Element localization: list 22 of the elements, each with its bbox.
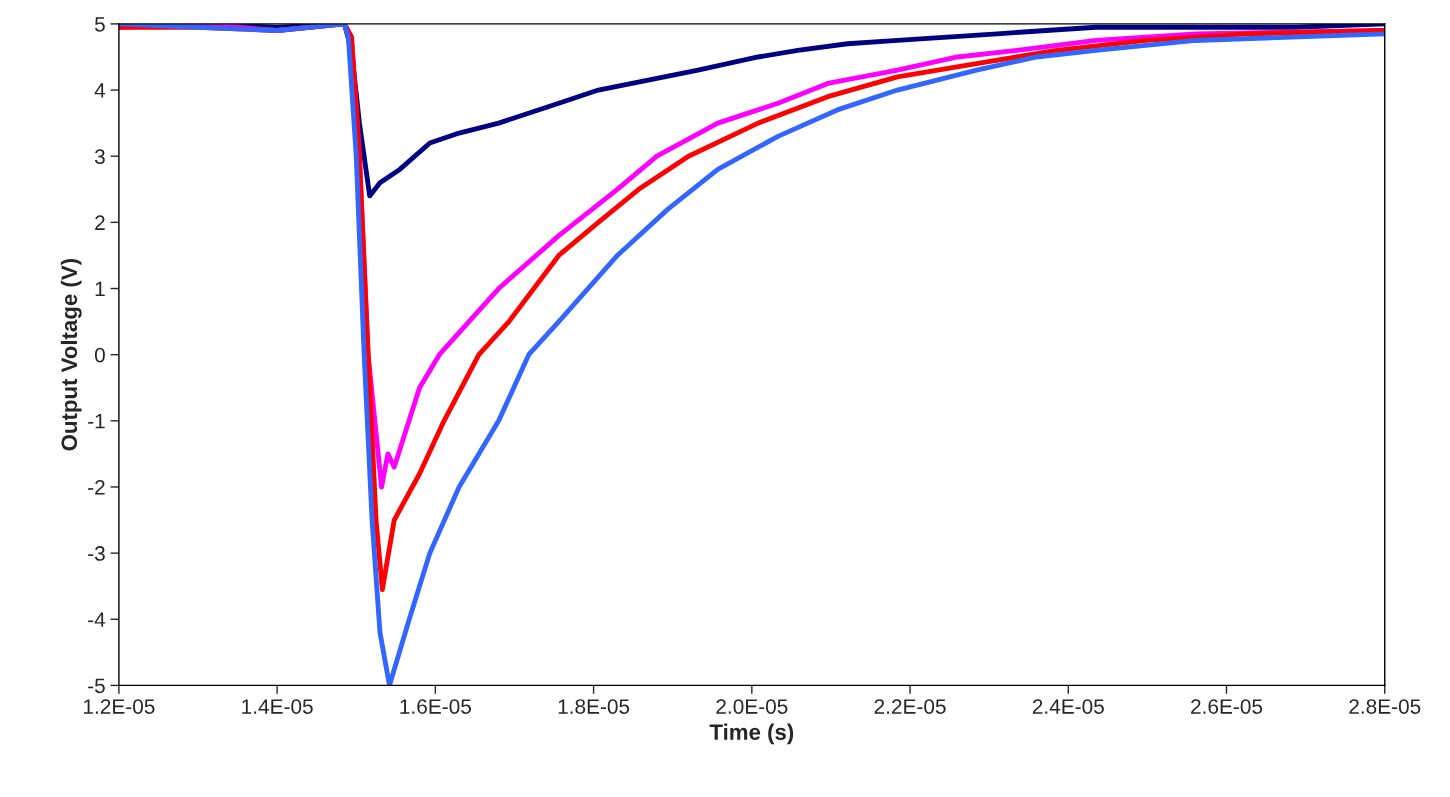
x-tick-label: 1.4E-05 <box>242 699 313 714</box>
y-tick-label: -2 <box>88 479 105 495</box>
y-tick-label: 1 <box>95 281 105 297</box>
y-tick-label: -5 <box>88 678 105 694</box>
y-tick-label: -3 <box>88 546 105 561</box>
x-tick-label: 1.6E-05 <box>400 699 471 714</box>
y-tick-label: 0 <box>94 347 105 363</box>
y-tick-label: 3 <box>94 149 105 164</box>
x-tick-label: 1.2E-05 <box>84 699 155 714</box>
x-axis-title: Time (s) <box>709 723 794 745</box>
x-tick-label: 2.0E-05 <box>716 699 788 714</box>
y-tick-label: 2 <box>95 215 105 230</box>
x-tick-label: 2.6E-05 <box>1191 699 1263 714</box>
y-tick-label: 4 <box>94 83 106 98</box>
y-axis-title: Output Voltage (V) <box>60 259 82 451</box>
y-tick-label: 5 <box>94 17 105 32</box>
y-tick-label: -1 <box>88 414 105 429</box>
x-tick-label: 2.4E-05 <box>1032 699 1104 714</box>
x-tick-label: 2.8E-05 <box>1349 699 1421 714</box>
x-tick-label: 2.2E-05 <box>874 699 946 714</box>
y-tick-label: -4 <box>88 612 106 627</box>
x-tick-label: 1.8E-05 <box>558 699 630 714</box>
